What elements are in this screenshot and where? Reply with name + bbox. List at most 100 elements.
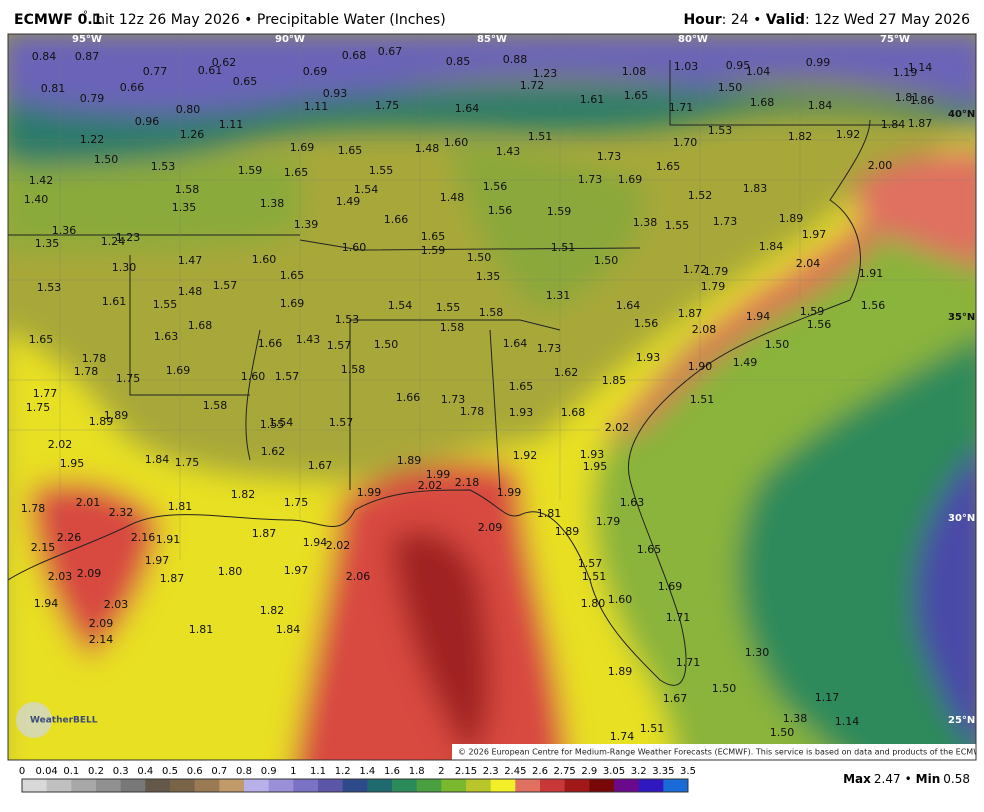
station-value: 1.67	[663, 692, 688, 705]
colorbar-label: 0.3	[113, 766, 129, 777]
station-value: 0.79	[80, 92, 105, 105]
station-value: 1.60	[444, 136, 469, 149]
station-value: 1.23	[533, 67, 558, 80]
logo: WeatherBELL	[30, 716, 98, 726]
station-value: 1.78	[82, 352, 107, 365]
station-value: 1.92	[836, 128, 861, 141]
station-value: 1.53	[708, 124, 733, 137]
station-value: 0.69	[303, 65, 328, 78]
colorbar-label: 0.6	[187, 766, 203, 777]
station-value: 1.81	[168, 500, 193, 513]
station-value: 0.85	[446, 55, 471, 68]
lat-label: 40°N	[948, 109, 975, 120]
station-value: 1.50	[770, 726, 795, 739]
station-value: 1.56	[807, 318, 832, 331]
station-value: 1.58	[175, 183, 200, 196]
station-value: 1.64	[503, 337, 528, 350]
station-value: 1.53	[151, 160, 176, 173]
station-value: 1.65	[29, 333, 54, 346]
colorbar-segment	[663, 779, 689, 792]
station-value: 1.04	[746, 65, 771, 78]
station-value: 1.78	[21, 502, 46, 515]
colorbar-segment	[96, 779, 122, 792]
station-value: 1.79	[704, 265, 729, 278]
colorbar-segment	[638, 779, 664, 792]
station-value: 1.65	[509, 380, 534, 393]
station-value: 1.69	[166, 364, 191, 377]
colorbar-segment	[441, 779, 467, 792]
station-value: 1.43	[296, 333, 321, 346]
copyright: © 2026 European Centre for Medium-Range …	[458, 748, 984, 757]
station-value: 1.78	[460, 405, 485, 418]
colorbar-segment	[540, 779, 566, 792]
station-value: 1.57	[327, 339, 352, 352]
lon-label: 90°W	[275, 34, 305, 45]
station-value: 1.55	[260, 418, 285, 431]
colorbar-label: 0.04	[36, 766, 58, 777]
station-value: 1.67	[308, 459, 333, 472]
station-value: 1.65	[637, 543, 662, 556]
lon-label: 95°W	[72, 34, 102, 45]
colorbar-label: 2.3	[483, 766, 499, 777]
station-value: 1.58	[440, 321, 465, 334]
station-value: 1.58	[341, 363, 366, 376]
station-value: 1.55	[369, 164, 394, 177]
station-value: 1.61	[102, 295, 127, 308]
station-value: 2.15	[31, 541, 56, 554]
station-value: 1.58	[479, 306, 504, 319]
station-value: 1.97	[802, 228, 827, 241]
station-value: 1.87	[678, 307, 703, 320]
station-value: 2.18	[455, 476, 480, 489]
station-value: 1.65	[280, 269, 305, 282]
map-frame	[7, 33, 977, 761]
lat-label: 30°N	[948, 513, 975, 524]
lon-label: 80°W	[678, 34, 708, 45]
station-value: 1.31	[546, 289, 571, 302]
model: ECMWF 0.1	[14, 12, 102, 28]
station-value: 1.60	[608, 593, 633, 606]
station-value: 1.91	[859, 267, 884, 280]
station-value: 1.72	[683, 263, 708, 276]
station-value: 1.54	[269, 416, 294, 429]
station-value: 1.03	[674, 60, 699, 73]
lon-label: 85°W	[477, 34, 507, 45]
station-value: 1.55	[665, 219, 690, 232]
station-value: 1.97	[145, 554, 170, 567]
station-value: 1.30	[112, 261, 137, 274]
valid-info: Hour: 24 • Valid: 12z Wed 27 May 2026	[683, 12, 970, 28]
station-value: 1.93	[509, 406, 534, 419]
station-value: 1.73	[441, 393, 466, 406]
station-value: 1.65	[421, 230, 446, 243]
station-value: 1.56	[634, 317, 659, 330]
station-value: 2.09	[77, 567, 102, 580]
station-value: 1.14	[835, 715, 860, 728]
station-value: 0.95	[726, 59, 751, 72]
station-value: 1.50	[765, 338, 790, 351]
station-value: 1.73	[578, 173, 603, 186]
colorbar-label: 2.9	[581, 766, 597, 777]
station-value: 2.32	[109, 506, 134, 519]
colorbar-segment	[466, 779, 492, 792]
colorbar-label: 2.45	[504, 766, 526, 777]
station-value: 2.14	[89, 633, 114, 646]
station-value: 1.66	[396, 391, 421, 404]
station-value: 1.63	[620, 496, 645, 509]
station-value: 1.48	[415, 142, 440, 155]
colorbar-label: 1.2	[335, 766, 351, 777]
station-value: 1.57	[213, 279, 238, 292]
station-value: 0.68	[342, 49, 367, 62]
station-value: 1.57	[275, 370, 300, 383]
colorbar-label: 0.7	[211, 766, 227, 777]
station-value: 1.57	[329, 416, 354, 429]
station-value: 1.23	[116, 231, 141, 244]
station-value: 1.69	[618, 173, 643, 186]
station-value: 2.01	[76, 496, 101, 509]
station-value: 1.48	[178, 285, 203, 298]
station-value: 1.84	[145, 453, 170, 466]
station-value: 1.08	[622, 65, 647, 78]
station-value: 1.24	[101, 235, 126, 248]
colorbar-segment	[219, 779, 245, 792]
colorbar-label: 3.5	[680, 766, 696, 777]
station-value: 1.75	[26, 401, 51, 414]
station-value: 1.87	[252, 527, 277, 540]
